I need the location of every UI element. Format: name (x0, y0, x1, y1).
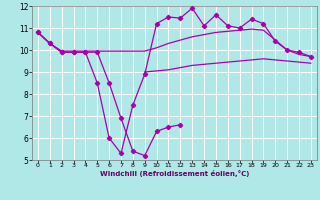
X-axis label: Windchill (Refroidissement éolien,°C): Windchill (Refroidissement éolien,°C) (100, 170, 249, 177)
